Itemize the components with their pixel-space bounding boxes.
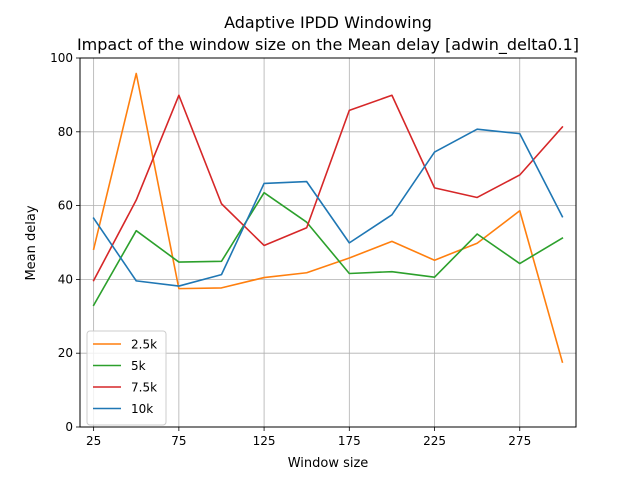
y-tick-label: 100: [50, 51, 73, 65]
series-line-10k: [92, 128, 564, 287]
legend-label: 2.5k: [131, 338, 157, 352]
legend-label: 7.5k: [131, 381, 157, 395]
y-tick-label: 20: [58, 346, 73, 360]
y-axis-label: Mean delay: [24, 205, 39, 280]
x-tick-label: 75: [171, 434, 186, 448]
y-tick-label: 60: [58, 199, 73, 213]
series-line-2.5k: [92, 72, 564, 364]
y-tick-label: 80: [58, 125, 73, 139]
chart-subtitle: Impact of the window size on the Mean de…: [77, 35, 579, 55]
series-lines: [92, 72, 564, 364]
chart-title: Adaptive IPDD Windowing: [224, 13, 432, 32]
legend-label: 10k: [131, 402, 153, 416]
x-tick-label: 275: [508, 434, 531, 448]
plot-area-frame: [79, 57, 577, 428]
x-tick-label: 225: [423, 434, 446, 448]
series-line-5k: [92, 191, 564, 307]
x-axis-label: Window size: [288, 456, 369, 471]
legend: 2.5k 5k 7.5k 10k: [86, 330, 167, 426]
legend-label: 5k: [131, 359, 146, 373]
x-tick-label: 175: [338, 434, 361, 448]
x-tick-label: 25: [86, 434, 101, 448]
y-tick-label: 40: [58, 272, 73, 286]
y-tick-label: 0: [65, 420, 73, 434]
axis-ticks: 25 75 125 175 225 275 0 20 40 60 80 100: [50, 51, 531, 448]
series-line-7.5k: [92, 94, 564, 282]
x-tick-label: 125: [253, 434, 276, 448]
legend-box: [86, 330, 167, 426]
